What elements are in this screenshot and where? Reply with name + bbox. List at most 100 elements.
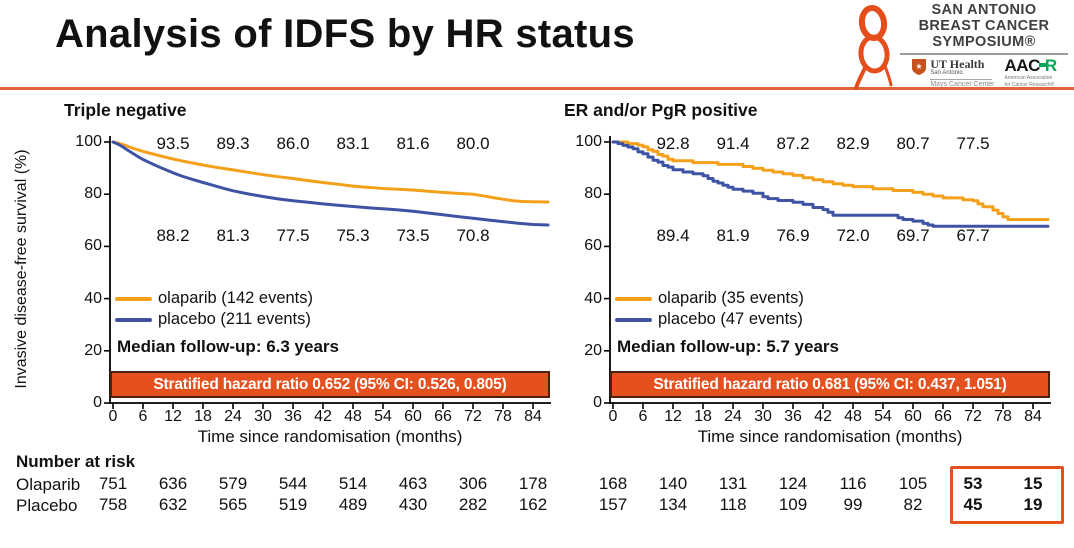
annotation-placebo: 70.8 [456,226,490,245]
annotation-placebo: 73.5 [396,226,430,245]
annotation-placebo: 75.3 [336,226,370,245]
nar-value: 168 [598,474,628,493]
nar-value: 53 [963,474,983,493]
annotation-olaparib: 91.4 [716,134,750,153]
annotation-placebo: 67.7 [956,226,990,245]
x-tick-label: 6 [638,408,648,425]
sabcs-logo: SAN ANTONIO BREAST CANCER SYMPOSIUM® ★ U… [848,2,1070,90]
nar-value: 178 [518,474,548,493]
x-tick-label: 72 [964,408,982,425]
ribbon-icon [854,5,893,90]
x-tick-label: 42 [814,408,832,425]
nar-value: 134 [658,495,688,514]
aacr-logo: AAC R American Association for Cancer Res… [1004,56,1058,88]
x-tick-label: 78 [494,408,512,425]
x-axis-label: Time since randomisation (months) [697,427,963,446]
x-tick-label: 0 [608,408,618,425]
annotation-placebo: 81.3 [216,226,250,245]
number-at-risk-heading: Number at risk [16,452,136,471]
ut-health-location: San Antonio [930,70,963,76]
nar-value: 565 [218,495,248,514]
highlight-box [950,466,1064,524]
x-tick-label: 42 [314,408,332,425]
x-tick-label: 78 [994,408,1012,425]
legend-label-placebo: placebo (211 events) [158,310,311,328]
y-tick-label: 20 [584,341,602,359]
nar-value: 579 [218,474,248,493]
nar-value: 636 [158,474,188,493]
x-tick-label: 48 [344,408,362,425]
nar-value: 463 [398,474,428,493]
ut-health-name: UT Health [930,57,985,71]
nar-value: 430 [398,495,428,514]
x-tick-label: 6 [138,408,148,425]
y-tick-label: 80 [84,185,102,203]
annotation-olaparib: 81.6 [396,134,430,153]
nar-value: 131 [718,474,748,493]
nar-value: 489 [338,495,368,514]
annotation-olaparib: 77.5 [956,134,990,153]
nar-value: 109 [778,495,808,514]
y-tick-label: 40 [84,289,102,307]
legend-label-placebo: placebo (47 events) [658,310,803,328]
legend-label-olaparib: olaparib (142 events) [158,289,314,307]
nar-value: 124 [778,474,808,493]
x-tick-label: 36 [284,408,302,425]
nar-value: 15 [1023,474,1043,493]
nar-value: 45 [963,495,983,514]
nar-value: 105 [898,474,928,493]
x-axis-label: Time since randomisation (months) [197,427,463,446]
x-tick-label: 54 [374,408,392,425]
logo-line-1: SAN ANTONIO [931,2,1037,18]
y-tick-label: 0 [93,394,102,411]
median-follow-up: Median follow-up: 6.3 years [117,337,339,356]
annotation-placebo: 77.5 [276,226,310,245]
x-tick-label: 0 [108,408,118,425]
nar-value: 514 [338,474,368,493]
logo-line-2: BREAST CANCER [918,18,1050,34]
ut-health-logo: ★ UT Health San Antonio Mays Cancer Cent… [911,57,995,89]
legend-swatch-olaparib [115,297,152,301]
x-tick-label: 60 [904,408,922,425]
survival-curve-olaparib [111,140,550,204]
ut-divider [930,79,993,80]
x-tick-label: 12 [164,408,182,425]
x-tick-label: 36 [784,408,802,425]
legend-swatch-placebo [115,318,152,322]
legend-swatch-placebo [615,318,652,322]
y-tick-label: 100 [575,133,602,150]
annotation-placebo: 81.9 [716,226,750,245]
annotation-olaparib: 86.0 [276,134,310,153]
panel-title-er-pgr-positive: ER and/or PgR positive [564,100,758,120]
annotation-olaparib: 92.8 [656,134,690,153]
aacr-green-bar [1038,63,1047,68]
x-tick-label: 84 [1024,408,1042,425]
ut-shield-icon: ★ [912,59,927,75]
aacr-wordmark: AAC R [1004,56,1058,75]
annotation-olaparib: 82.9 [836,134,870,153]
nar-value: 758 [98,495,128,514]
x-tick-label: 48 [844,408,862,425]
nar-value: 544 [278,474,308,493]
annotation-placebo: 72.0 [836,226,870,245]
x-tick-label: 72 [464,408,482,425]
annotation-olaparib: 80.7 [896,134,930,153]
x-tick-label: 30 [754,408,772,425]
logo-line-3: SYMPOSIUM® [932,34,1036,50]
ut-center-name: Mays Cancer Center [930,81,995,88]
annotation-olaparib: 87.2 [776,134,810,153]
x-tick-label: 24 [224,408,242,425]
aacr-subtext-2: for Cancer Research® [1004,82,1055,88]
y-tick-label: 20 [84,341,102,359]
annotation-placebo: 76.9 [776,226,810,245]
y-tick-label: 100 [75,133,102,150]
x-tick-label: 54 [874,408,892,425]
x-tick-label: 24 [724,408,742,425]
x-tick-label: 66 [434,408,452,425]
nar-row-label-olaparib: Olaparib [16,475,81,494]
x-tick-label: 30 [254,408,272,425]
legend-label-olaparib: olaparib (35 events) [658,289,804,307]
nar-value: 632 [158,495,188,514]
y-tick-label: 0 [593,394,602,411]
